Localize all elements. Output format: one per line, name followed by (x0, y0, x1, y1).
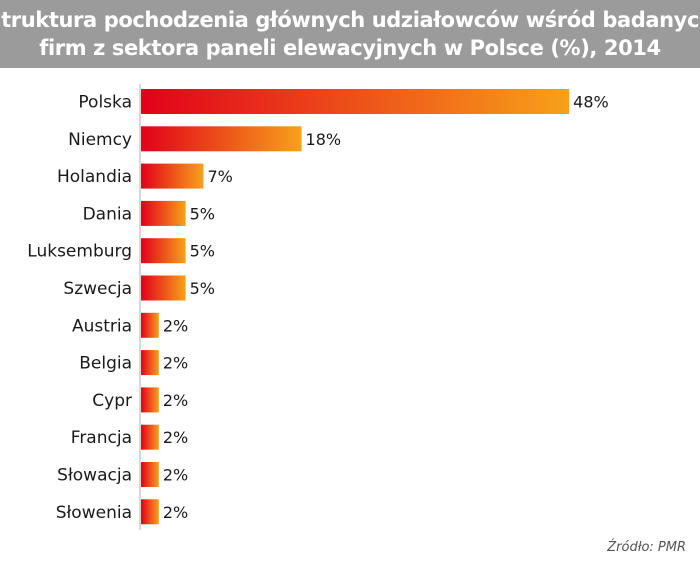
bar-1 (141, 126, 302, 152)
category-label-2: Holandia (57, 167, 132, 187)
bar-0 (141, 89, 570, 114)
source-note: Źródło: PMR (607, 540, 686, 555)
category-label-9: Francja (71, 428, 132, 448)
bar-9 (141, 424, 159, 450)
value-label-8: 2% (163, 391, 188, 410)
value-label-9: 2% (163, 428, 188, 447)
value-label-1: 18% (306, 130, 342, 149)
value-label-4: 5% (190, 242, 215, 261)
value-label-7: 2% (163, 354, 188, 373)
category-label-4: Luksemburg (27, 242, 132, 262)
bar-4 (141, 238, 186, 264)
category-label-8: Cypr (92, 391, 132, 411)
bar-11 (141, 499, 159, 525)
category-label-1: Niemcy (68, 130, 132, 150)
bar-8 (141, 387, 159, 413)
bar-5 (141, 275, 186, 301)
value-label-3: 5% (190, 204, 215, 223)
chart-title-line-2: firm z sektora paneli elewacyjnych w Pol… (39, 36, 661, 60)
chart-title: Struktura pochodzenia głównych udziałowc… (0, 0, 700, 68)
chart-title-line-1: Struktura pochodzenia głównych udziałowc… (0, 8, 700, 32)
bar-10 (141, 462, 159, 487)
category-label-3: Dania (83, 204, 132, 224)
value-label-10: 2% (163, 466, 188, 485)
category-label-6: Austria (72, 316, 132, 336)
bar-6 (141, 312, 159, 338)
bar-3 (141, 200, 186, 226)
value-label-11: 2% (163, 503, 188, 522)
category-label-7: Belgia (79, 354, 132, 374)
bar-7 (141, 350, 159, 376)
bar-2 (141, 163, 204, 189)
value-label-5: 5% (190, 279, 215, 298)
value-label-0: 48% (573, 93, 609, 112)
category-label-5: Szwecja (63, 279, 132, 299)
category-label-10: Słowacja (57, 466, 132, 486)
category-label-11: Słowenia (56, 503, 132, 523)
category-label-0: Polska (78, 93, 132, 113)
value-label-6: 2% (163, 316, 188, 335)
value-label-2: 7% (207, 167, 232, 186)
